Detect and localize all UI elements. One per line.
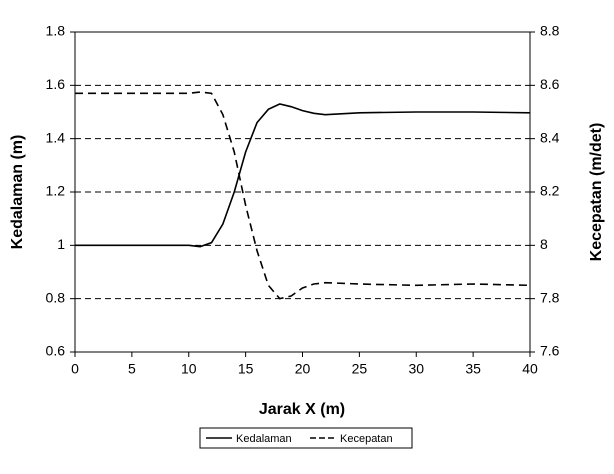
y2-tick-label: 7.8 <box>540 289 560 305</box>
y2-tick-label: 8.8 <box>540 23 560 39</box>
y-tick-label: 0.8 <box>46 289 66 305</box>
y-tick-label: 1.4 <box>46 129 66 145</box>
x-tick-label: 0 <box>71 361 79 377</box>
legend-box <box>199 427 413 449</box>
y-tick-label: 1.8 <box>46 23 66 39</box>
y2-tick-label: 8.2 <box>540 183 560 199</box>
x-tick-label: 35 <box>465 361 481 377</box>
x-axis-title: Jarak X (m) <box>259 401 345 418</box>
x-tick-label: 20 <box>295 361 311 377</box>
x-tick-label: 15 <box>238 361 254 377</box>
x-tick-label: 5 <box>128 361 136 377</box>
x-tick-label: 30 <box>408 361 424 377</box>
y2-tick-label: 8 <box>540 236 548 252</box>
y-tick-label: 1.6 <box>46 76 66 92</box>
series-line <box>75 103 531 248</box>
x-tick-label: 25 <box>352 361 368 377</box>
plot-frame <box>74 31 531 353</box>
legend-label: Kecepatan <box>340 433 393 445</box>
y-tick-label: 0.6 <box>46 343 66 359</box>
y-tick-label: 1 <box>57 236 65 252</box>
y-axis-title: Kedalaman (m) <box>9 135 26 250</box>
y-tick-label: 1.2 <box>46 183 66 199</box>
legend-label: Kedalaman <box>236 433 292 445</box>
x-tick-label: 10 <box>181 361 197 377</box>
y2-tick-label: 8.6 <box>540 76 560 92</box>
y2-tick-label: 7.6 <box>540 343 560 359</box>
y2-axis-title: Kecepatan (m/det) <box>588 123 605 262</box>
x-tick-label: 40 <box>522 361 538 377</box>
y2-tick-label: 8.4 <box>540 129 560 145</box>
